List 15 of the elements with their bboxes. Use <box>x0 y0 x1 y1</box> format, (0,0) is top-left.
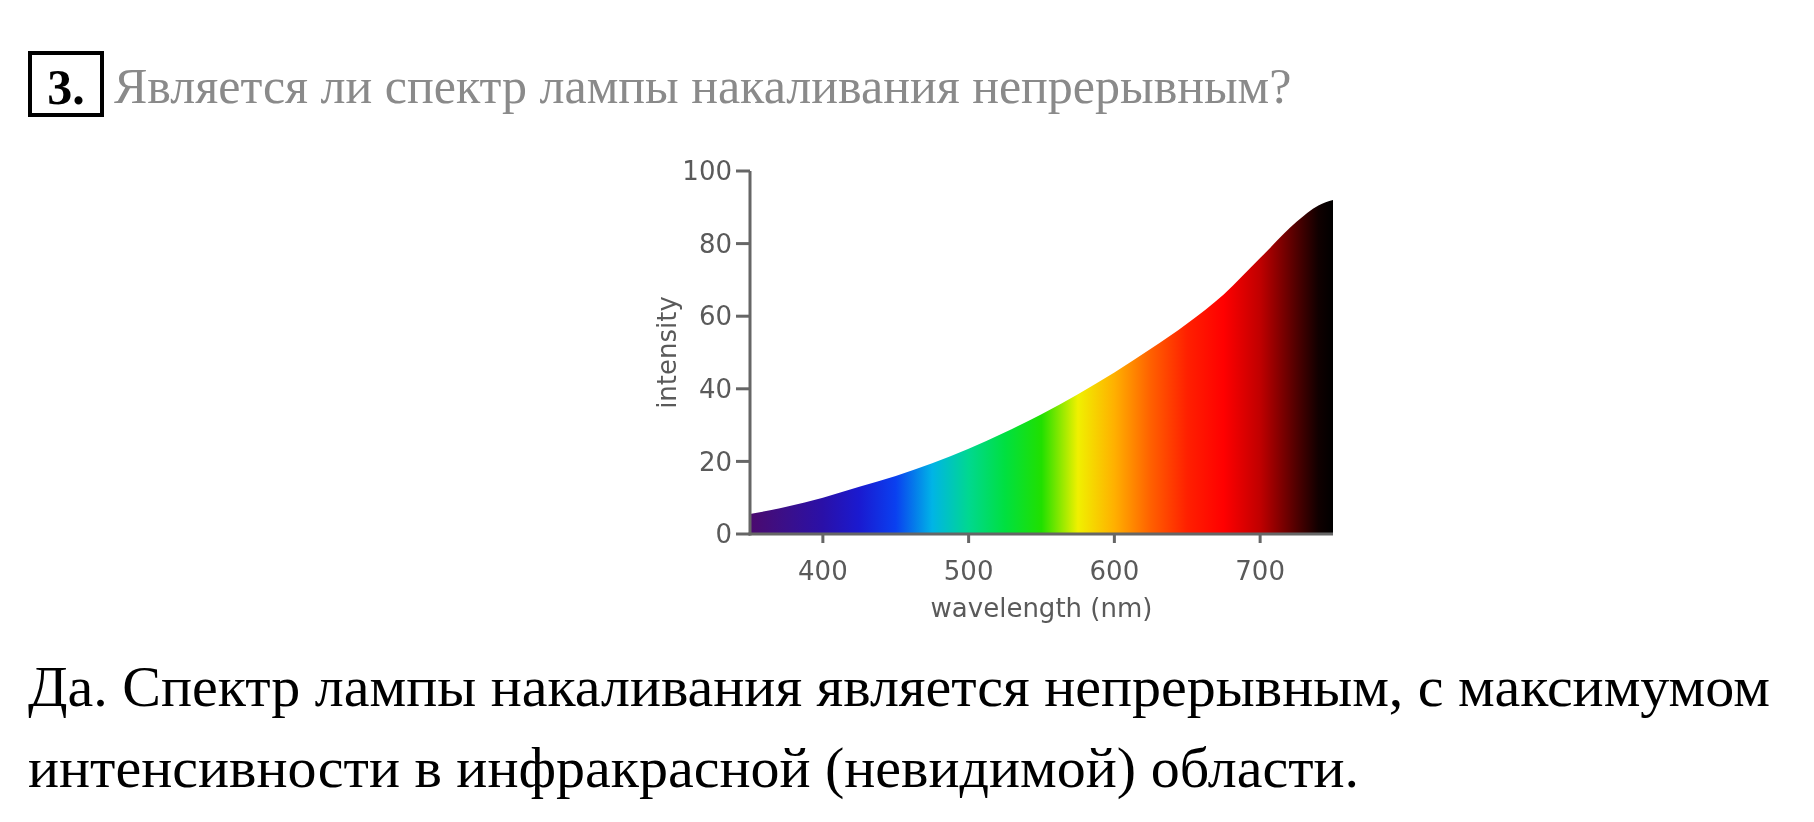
text: 3. <box>47 59 85 115</box>
y-tick-label: 20 <box>698 446 732 477</box>
y-tick-label: 80 <box>698 228 732 259</box>
x-tick-label: 600 <box>1089 556 1140 586</box>
y-tick-label: 0 <box>715 519 732 550</box>
y-tick-label: 60 <box>698 301 732 332</box>
x-tick-label: 500 <box>943 556 994 586</box>
x-tick-label: 700 <box>1235 556 1285 586</box>
x-tick-label: 400 <box>798 556 848 586</box>
x-axis-title: wavelength (nm) <box>930 593 1153 623</box>
y-tick-label: 100 <box>682 156 732 187</box>
text: Да. Спектр лампы накаливания является непрерывным, с максимумом интенсивности в инфракрасной (невидимой) области. <box>28 653 1771 802</box>
y-axis-title: intensity <box>652 296 682 409</box>
y-tick-label: 40 <box>698 373 732 404</box>
chart-title: Является ли спектр лампы накаливания непрерывным? <box>114 58 1292 114</box>
